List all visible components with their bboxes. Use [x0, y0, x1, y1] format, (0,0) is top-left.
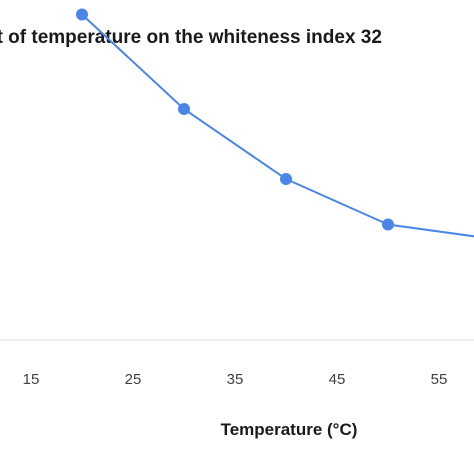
data-point: [382, 218, 394, 231]
data-point: [280, 173, 292, 185]
series-line: [81, 13, 474, 238]
chart-title: et of temperature on the whiteness index…: [0, 27, 382, 48]
x-axis-label: Temperature (°C): [221, 420, 358, 439]
x-tick-labels: 15 25 35 45 55: [23, 371, 448, 388]
x-tick-label: 45: [329, 371, 346, 388]
x-tick-label: 25: [125, 371, 142, 388]
data-point: [76, 8, 88, 21]
data-point: [178, 103, 190, 115]
x-tick-label: 55: [431, 371, 448, 388]
series-layer: [76, 8, 474, 238]
x-tick-label: 15: [23, 371, 40, 388]
x-tick-label: 35: [227, 371, 244, 388]
